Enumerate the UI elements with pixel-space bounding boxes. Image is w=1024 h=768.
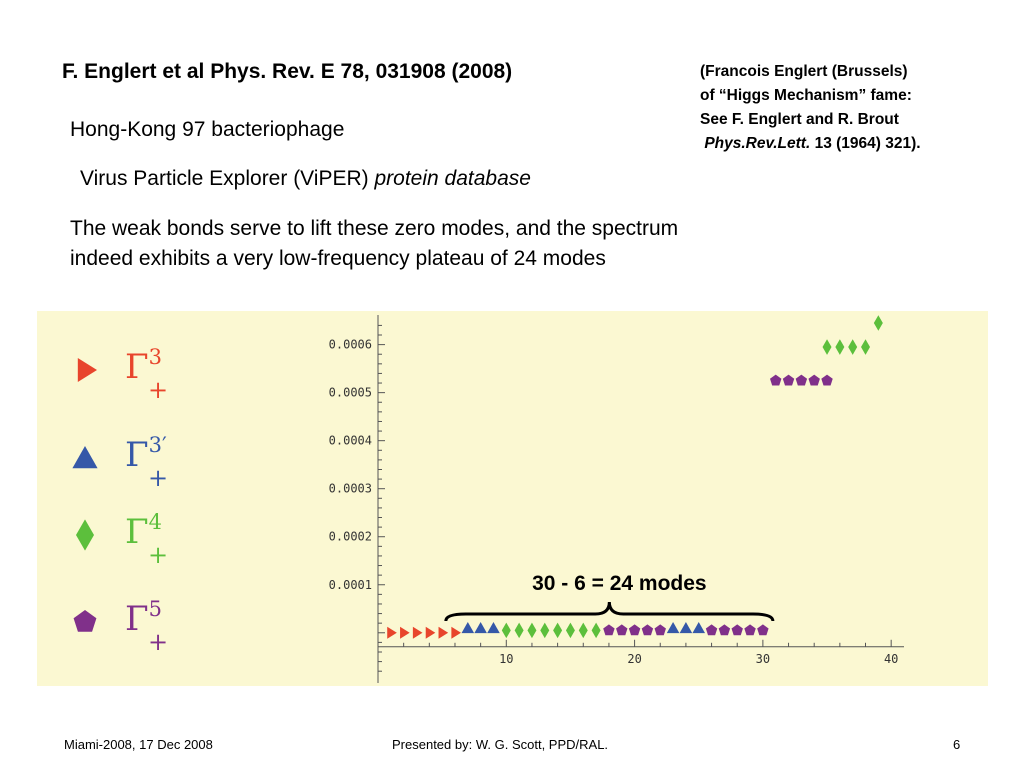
paragraph-line-2: indeed exhibits a very low-frequency pla…	[70, 247, 606, 270]
data-point-pentagon	[808, 374, 820, 386]
data-point-right-triangle	[425, 626, 436, 639]
legend-label: Γ3	[125, 345, 162, 387]
data-point-pentagon	[628, 624, 641, 636]
side-note-line-3: See F. Englert and R. Brout	[700, 111, 899, 128]
data-point-diamond	[527, 622, 537, 639]
data-point-diamond	[822, 339, 832, 355]
data-point-pentagon	[603, 624, 615, 636]
legend: Γ3+Γ3′+Γ4+Γ5+	[72, 345, 168, 656]
legend-symbol-pentagon	[73, 610, 97, 632]
viper-text: Virus Particle Explorer (ViPER)	[80, 167, 375, 190]
data-point-pentagon	[705, 624, 718, 636]
side-note-line-1: (Francois Englert (Brussels)	[700, 63, 908, 80]
data-point-triangle	[666, 621, 680, 634]
data-point-diamond	[565, 622, 575, 639]
side-note-citation: 13 (1964) 321).	[810, 135, 921, 152]
data-point-diamond	[501, 622, 511, 639]
side-note-journal: Phys.Rev.Lett.	[704, 135, 811, 152]
data-point-diamond	[578, 622, 588, 639]
data-point-pentagon	[782, 374, 795, 386]
y-tick-label: 0.0002	[329, 530, 372, 544]
data-point-right-triangle	[438, 626, 449, 639]
side-note-line-2: of “Higgs Mechanism” fame:	[700, 87, 912, 104]
x-tick-label: 10	[499, 652, 513, 666]
paragraph-line-1: The weak bonds serve to lift these zero …	[70, 217, 679, 240]
data-point-diamond	[835, 339, 845, 355]
data-point-pentagon	[616, 624, 628, 636]
legend-label-sub: +	[148, 464, 168, 492]
data-point-pentagon	[654, 624, 666, 636]
data-point-right-triangle	[451, 626, 461, 639]
data-point-pentagon	[641, 624, 654, 636]
data-point-pentagon	[821, 374, 833, 386]
data-point-triangle	[679, 621, 693, 634]
data-point-pentagon	[718, 624, 731, 636]
side-note: (Francois Englert (Brussels) of “Higgs M…	[700, 60, 921, 156]
data-point-triangle	[692, 621, 706, 634]
data-point-right-triangle	[412, 626, 423, 639]
y-tick-label: 0.0001	[329, 578, 372, 592]
chart-panel: Γ3 + Γ3′ + Γ4 + Γ5 + 0.0001 0.0002 0.0003 0.0004 0.…	[37, 311, 988, 686]
legend-label: Γ5	[125, 597, 162, 639]
data-point-pentagon	[770, 374, 782, 386]
data-point-right-triangle	[387, 626, 397, 639]
data-point-right-triangle	[400, 626, 410, 639]
footer-left: Miami-2008, 17 Dec 2008	[64, 737, 213, 752]
data-point-diamond	[514, 622, 524, 639]
bracket-annotation: 30 - 6 = 24 modes	[444, 572, 775, 622]
x-tick-label: 30	[756, 652, 770, 666]
phage-line: Hong-Kong 97 bacteriophage	[70, 118, 345, 141]
viper-italic: protein database	[374, 167, 531, 190]
legend-symbol-triangle	[72, 446, 98, 469]
mode-spectrum-chart: Γ3+Γ3′+Γ4+Γ5+ 0.00010.00020.00030.00040.…	[72, 315, 904, 683]
data-point-diamond	[591, 622, 601, 639]
viper-line: Virus Particle Explorer (ViPER) protein …	[80, 167, 531, 191]
data-point-triangle	[474, 621, 487, 634]
data-point-triangle	[487, 621, 500, 634]
footer-presenter: Presented by: W. G. Scott, PPD/RAL.	[392, 737, 609, 752]
y-tick-label: 0.0004	[329, 434, 372, 448]
legend-label: Γ3′	[125, 433, 167, 475]
data-point-diamond	[540, 622, 550, 639]
data-point-diamond	[861, 339, 871, 355]
legend-label-sub: +	[148, 541, 168, 569]
side-note-line-4: Phys.Rev.Lett. 13 (1964) 321).	[700, 132, 921, 156]
y-tick-label: 0.0003	[329, 482, 372, 496]
paragraph: The weak bonds serve to lift these zero …	[70, 214, 678, 274]
data-point-pentagon	[744, 624, 756, 636]
legend-label: Γ4	[125, 510, 162, 552]
data-point-triangle	[461, 621, 475, 634]
modes-annotation: 30 - 6 = 24 modes	[532, 572, 707, 595]
page-number: 6	[953, 737, 961, 752]
reference-title: F. Englert et al Phys. Rev. E 78, 031908…	[62, 60, 513, 83]
legend-label-sub: +	[148, 628, 168, 656]
axes: 0.0001 0.0002 0.0003 0.0004 0.0005 0.0006 10 20…	[329, 315, 904, 683]
legend-symbol-diamond	[76, 519, 94, 551]
data-point-diamond	[848, 339, 858, 355]
data-point-pentagon	[757, 624, 769, 636]
y-tick-label: 0.0006	[329, 338, 372, 352]
data-point-pentagon	[795, 374, 808, 386]
brace	[444, 601, 775, 622]
y-tick-label: 0.0005	[329, 386, 372, 400]
x-tick-label: 20	[627, 652, 641, 666]
legend-symbol-right-triangle	[77, 358, 97, 382]
data-point-diamond	[553, 622, 563, 639]
legend-label-sub: +	[148, 376, 168, 404]
x-tick-label: 40	[884, 652, 898, 666]
data-point-pentagon	[731, 624, 743, 636]
data-point-diamond	[873, 315, 883, 331]
